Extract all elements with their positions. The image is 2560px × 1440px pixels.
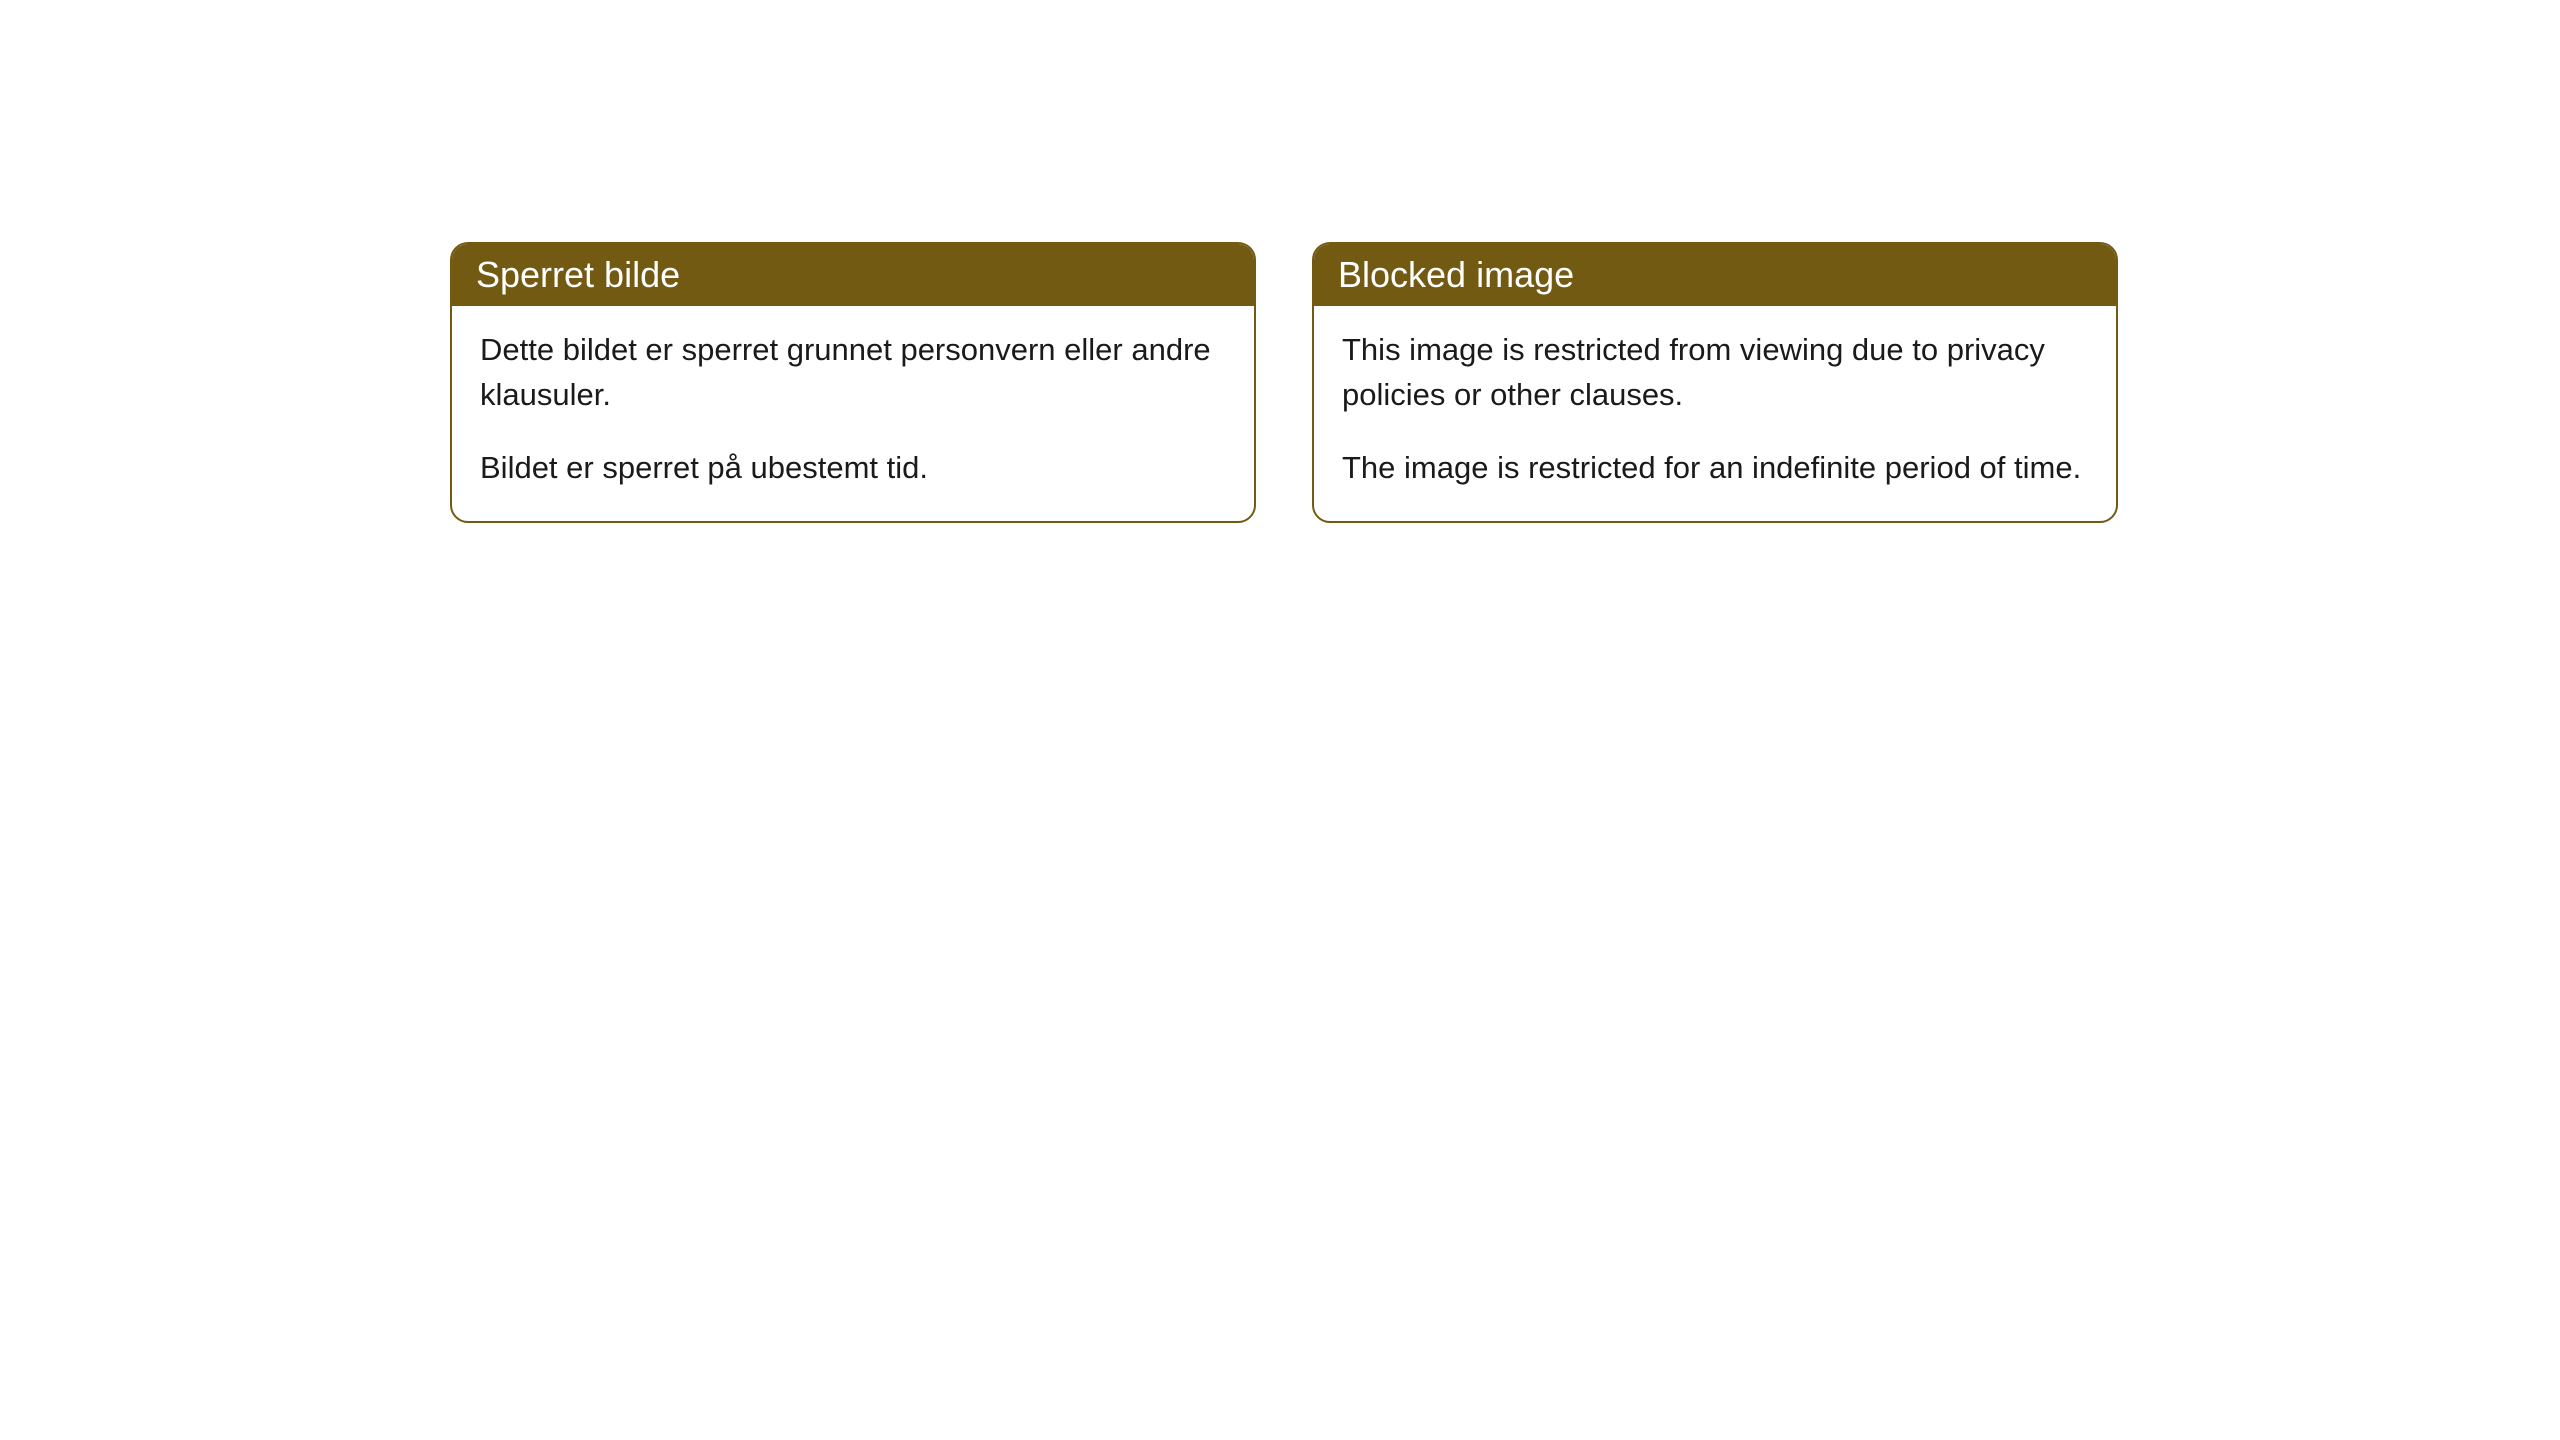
notice-container: Sperret bilde Dette bildet er sperret gr… bbox=[0, 0, 2560, 523]
notice-card-english: Blocked image This image is restricted f… bbox=[1312, 242, 2118, 523]
notice-body-english: This image is restricted from viewing du… bbox=[1314, 306, 2116, 521]
notice-text-english-1: This image is restricted from viewing du… bbox=[1342, 328, 2088, 418]
notice-title-english: Blocked image bbox=[1338, 254, 1574, 295]
notice-title-norwegian: Sperret bilde bbox=[476, 254, 680, 295]
notice-text-english-2: The image is restricted for an indefinit… bbox=[1342, 446, 2088, 491]
notice-header-english: Blocked image bbox=[1314, 244, 2116, 306]
notice-header-norwegian: Sperret bilde bbox=[452, 244, 1254, 306]
notice-text-norwegian-1: Dette bildet er sperret grunnet personve… bbox=[480, 328, 1226, 418]
notice-card-norwegian: Sperret bilde Dette bildet er sperret gr… bbox=[450, 242, 1256, 523]
notice-body-norwegian: Dette bildet er sperret grunnet personve… bbox=[452, 306, 1254, 521]
notice-text-norwegian-2: Bildet er sperret på ubestemt tid. bbox=[480, 446, 1226, 491]
